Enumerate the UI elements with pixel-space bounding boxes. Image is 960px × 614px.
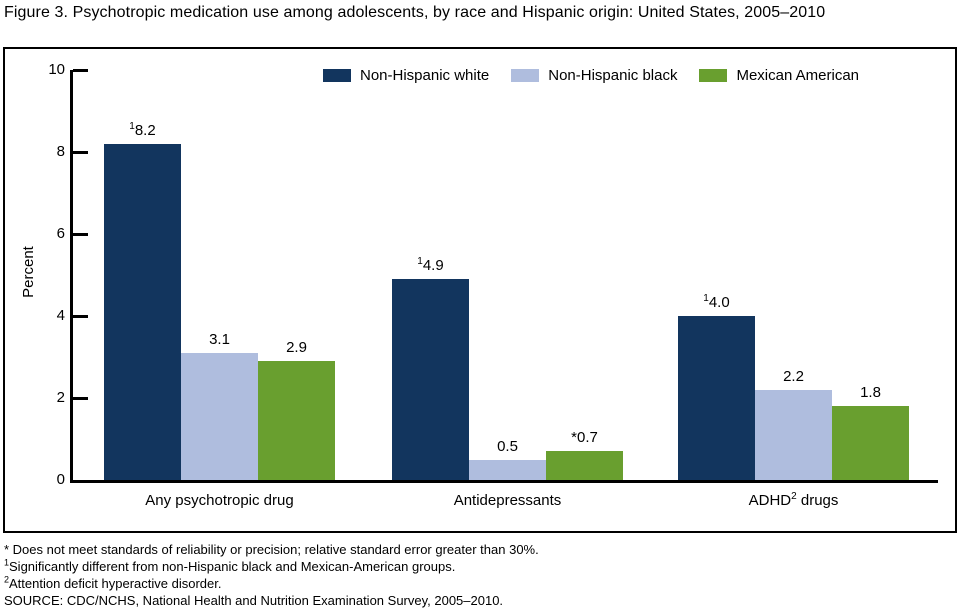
footnote-asterisk: * Does not meet standards of reliability… bbox=[4, 542, 539, 557]
legend: Non-Hispanic white Non-Hispanic black Me… bbox=[323, 65, 859, 85]
y-axis-tick-label-6: 6 bbox=[56, 225, 65, 242]
bar-value-label: 0.5 bbox=[497, 437, 518, 455]
bar-value-label: 2.9 bbox=[286, 339, 307, 357]
plot-area: 0 2 4 6 8 10 18.2 3.1 2.9 Any psychotropic drug 14… bbox=[48, 61, 938, 509]
y-axis-tick-2 bbox=[73, 396, 88, 400]
bar-mexican-american-antidepressants bbox=[546, 451, 623, 480]
footnote-2: 2Attention deficit hyperactive disorder. bbox=[4, 574, 222, 591]
y-axis-tick-label-4: 4 bbox=[56, 307, 65, 324]
bar-mexican-american-any-psychotropic-drug bbox=[258, 361, 335, 480]
bar-non-hispanic-black-antidepressants bbox=[469, 459, 546, 480]
legend-swatch-non-hispanic-black-icon bbox=[511, 68, 540, 82]
bar-non-hispanic-white-any-psychotropic-drug bbox=[104, 143, 181, 480]
category-label-antidepressants: Antidepressants bbox=[453, 492, 562, 509]
footnote-source: SOURCE: CDC/NCHS, National Health and Nu… bbox=[4, 593, 504, 608]
legend-item-mexican-american: Mexican American bbox=[699, 67, 859, 84]
legend-label-non-hispanic-black: Non-Hispanic black bbox=[548, 66, 678, 84]
bar-non-hispanic-white-antidepressants bbox=[392, 279, 469, 480]
y-axis-tick-8 bbox=[73, 150, 88, 154]
footnotes: * Does not meet standards of reliability… bbox=[4, 541, 539, 609]
y-axis-tick-label-2: 2 bbox=[56, 389, 65, 406]
y-axis-tick-label-10: 10 bbox=[48, 61, 65, 78]
y-axis-tick-label-0: 0 bbox=[56, 471, 65, 488]
bar-value-label: 14.9 bbox=[417, 256, 444, 275]
bar-value-label: *0.7 bbox=[571, 429, 598, 447]
legend-item-non-hispanic-white: Non-Hispanic white bbox=[323, 67, 489, 84]
y-axis-tick-label-8: 8 bbox=[56, 143, 65, 160]
figure-title: Figure 3. Psychotropic medication use am… bbox=[4, 4, 826, 21]
legend-item-non-hispanic-black: Non-Hispanic black bbox=[511, 67, 677, 84]
footnote-1: 1Significantly different from non-Hispan… bbox=[4, 557, 456, 574]
category-label-adhd-drugs: ADHD2 drugs bbox=[748, 491, 839, 510]
bar-non-hispanic-black-any-psychotropic-drug bbox=[181, 352, 258, 480]
bar-value-label: 3.1 bbox=[209, 330, 230, 348]
legend-swatch-non-hispanic-white-icon bbox=[323, 68, 351, 82]
y-axis-tick-10 bbox=[73, 68, 88, 72]
bar-value-label: 2.2 bbox=[783, 367, 804, 385]
legend-label-mexican-american: Mexican American bbox=[736, 66, 860, 84]
bar-value-label: 14.0 bbox=[703, 293, 730, 312]
bar-non-hispanic-black-adhd-drugs bbox=[755, 389, 832, 480]
legend-swatch-mexican-american-icon bbox=[699, 68, 728, 82]
bar-value-label: 1.8 bbox=[860, 384, 881, 402]
legend-label-non-hispanic-white: Non-Hispanic white bbox=[360, 66, 490, 84]
chart-frame: Non-Hispanic white Non-Hispanic black Me… bbox=[3, 47, 957, 533]
bar-mexican-american-adhd-drugs bbox=[832, 406, 909, 480]
bar-non-hispanic-white-adhd-drugs bbox=[678, 316, 755, 480]
y-axis-tick-6 bbox=[73, 232, 88, 236]
bar-value-label: 18.2 bbox=[129, 120, 156, 139]
category-label-any-psychotropic-drug: Any psychotropic drug bbox=[145, 492, 294, 509]
y-axis-tick-4 bbox=[73, 314, 88, 318]
